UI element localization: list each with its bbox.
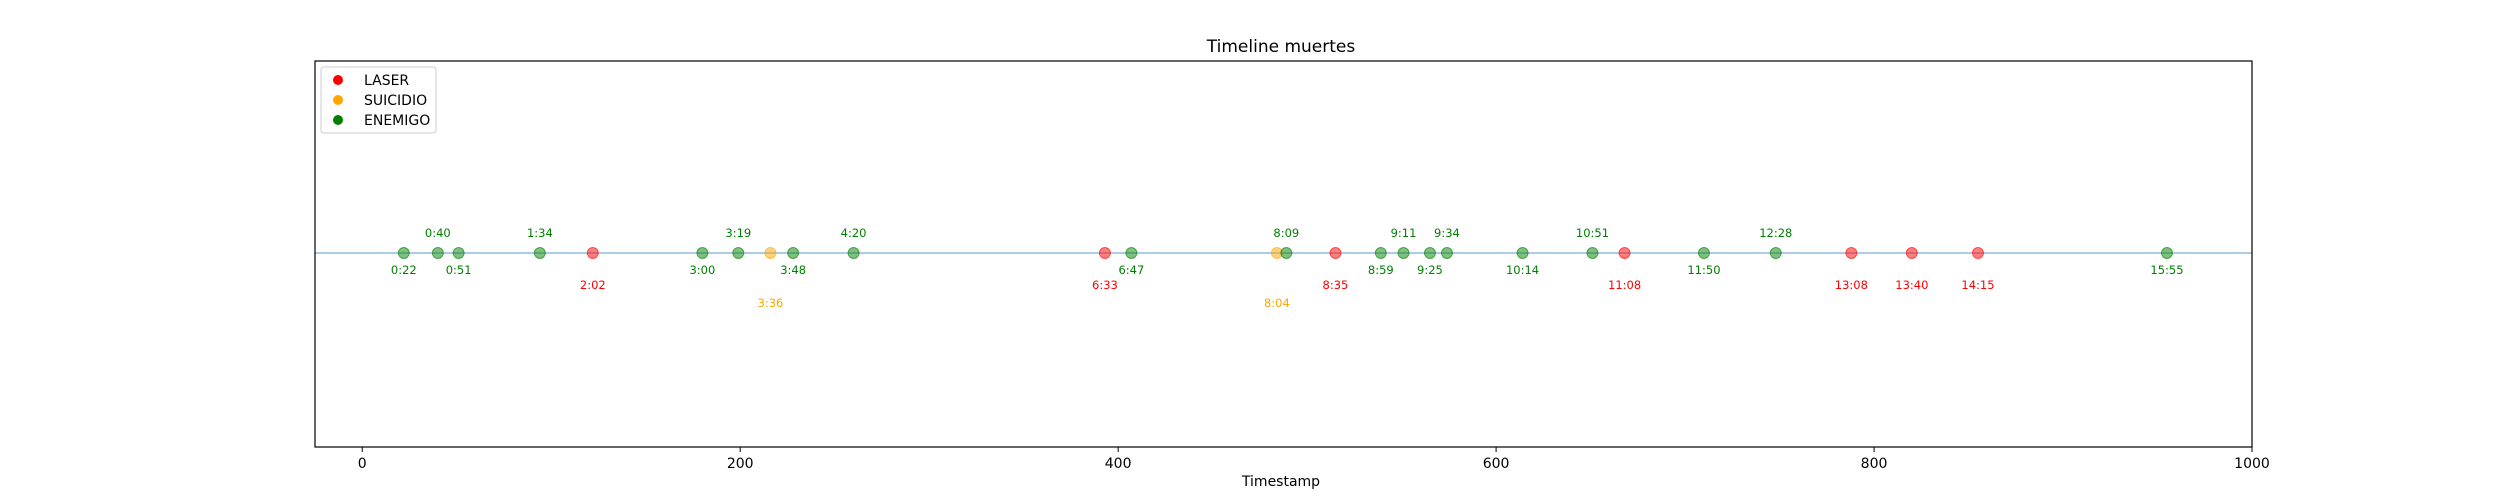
data-point [1397,247,1410,259]
data-label: 11:50 [1687,263,1720,277]
data-label: 8:59 [1368,263,1394,277]
data-label: 8:35 [1323,278,1349,292]
data-label: 9:11 [1391,226,1417,240]
data-point [1374,247,1387,259]
data-point [1516,247,1529,259]
x-tick-label: 400 [1105,456,1132,472]
data-label: 4:20 [841,226,867,240]
data-point [787,247,800,259]
data-label: 10:51 [1576,226,1609,240]
legend: LASER SUICIDIO ENEMIGO [320,66,437,134]
data-label: 11:08 [1608,278,1641,292]
data-label: 13:08 [1835,278,1868,292]
data-label: 12:28 [1759,226,1792,240]
data-point [431,247,444,259]
data-point [764,247,777,259]
x-tick-label: 200 [727,456,754,472]
legend-marker [333,95,343,105]
data-label: 15:55 [2150,263,2183,277]
legend-label: ENEMIGO [364,113,430,129]
data-point [1697,247,1710,259]
chart-title: Timeline muertes [1206,37,1356,57]
data-point [732,247,745,259]
x-tick-label: 800 [1861,456,1888,472]
data-label: 3:48 [780,263,806,277]
data-label: 1:34 [527,226,553,240]
data-label: 10:14 [1506,263,1539,277]
data-point [1905,247,1918,259]
data-point [1125,247,1138,259]
data-label: 0:22 [391,263,417,277]
legend-box [320,66,437,134]
data-label: 9:34 [1434,226,1460,240]
data-point [1618,247,1631,259]
data-label: 13:40 [1895,278,1928,292]
data-point [847,247,860,259]
data-point [1423,247,1436,259]
data-point [1329,247,1342,259]
data-point [1440,247,1453,259]
legend-label: SUICIDIO [364,93,427,109]
data-label: 3:00 [689,263,715,277]
data-label: 9:25 [1417,263,1443,277]
data-label: 8:09 [1273,226,1299,240]
x-tick-label: 600 [1483,456,1510,472]
data-point [2160,247,2173,259]
data-point [397,247,410,259]
legend-marker [333,115,343,125]
x-axis: 0 200 400 600 800 1000 [358,447,2270,472]
data-label: 8:04 [1264,296,1290,310]
data-point [696,247,709,259]
data-point [1280,247,1293,259]
data-point [452,247,465,259]
x-tick-label: 1000 [2234,456,2270,472]
data-point [533,247,546,259]
x-tick-label: 0 [358,456,367,472]
data-label: 0:40 [425,226,451,240]
plot-area: 0:22 0:40 0:51 1:34 2:02 3:00 3:19 3:36 3:48 4:20… [314,60,2253,448]
legend-marker [333,75,343,85]
data-label: 0:51 [446,263,472,277]
data-point [586,247,599,259]
data-point [1971,247,1984,259]
data-point [1098,247,1111,259]
data-label: 14:15 [1961,278,1994,292]
legend-label: LASER [364,73,409,89]
data-label: 6:47 [1118,263,1144,277]
data-label: 3:36 [758,296,784,310]
data-label: 6:33 [1092,278,1118,292]
axes-frame [314,60,2253,448]
data-point [1586,247,1599,259]
data-label: 3:19 [725,226,751,240]
x-axis-label: Timestamp [1241,474,1320,490]
data-point [1769,247,1782,259]
data-label: 2:02 [580,278,606,292]
data-point [1845,247,1858,259]
